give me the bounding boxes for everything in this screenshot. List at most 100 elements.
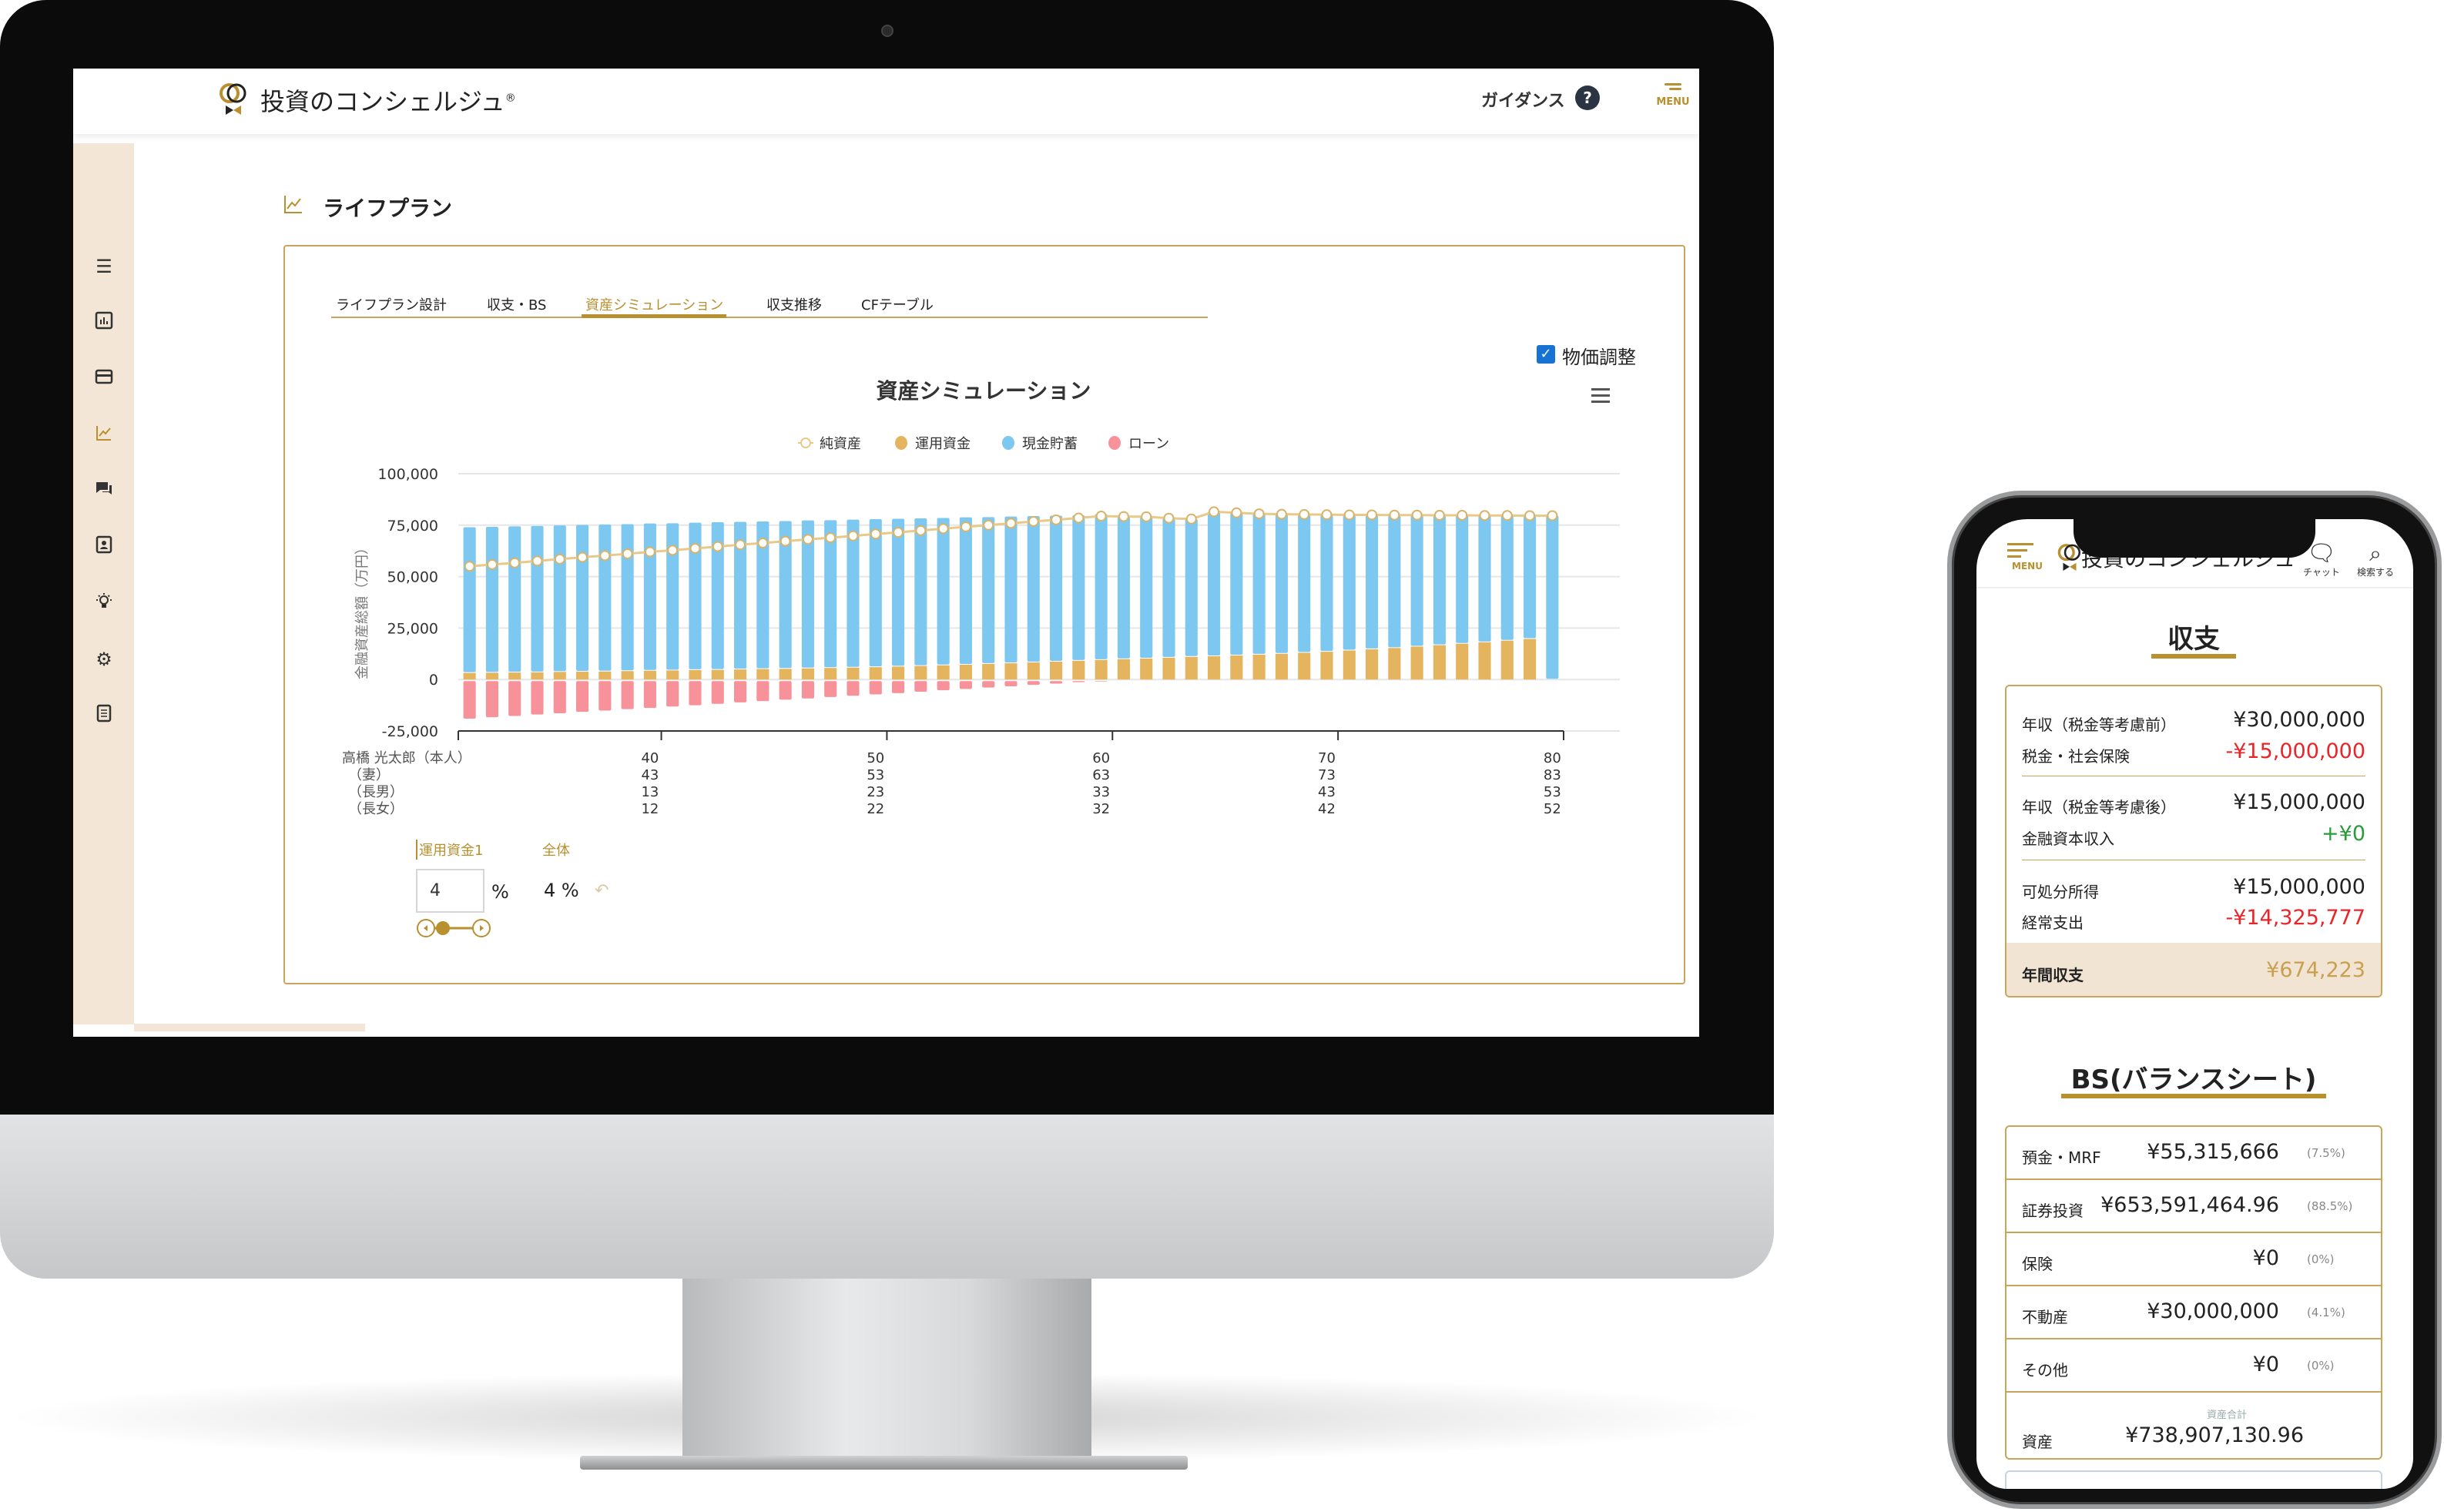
menu-icon-line [1665, 83, 1681, 85]
row-label: 税金・社会保険 [2022, 747, 2130, 766]
bar-unyo-shikin [1388, 648, 1401, 680]
gear-icon[interactable]: ⚙ [96, 649, 112, 670]
bar-genkin-chochiku [1185, 518, 1198, 656]
net-asset-point [531, 555, 543, 567]
x-tick-label: 73 [1318, 767, 1336, 783]
bar-genkin-chochiku [598, 524, 612, 671]
bar-unyo-shikin [1072, 660, 1085, 680]
net-asset-point [1073, 512, 1085, 524]
line-chart-icon[interactable] [92, 424, 116, 447]
row-value: ¥55,315,666 [2147, 1140, 2279, 1164]
net-asset-point [1163, 512, 1175, 524]
help-icon[interactable]: ? [1575, 85, 1600, 110]
age-row-label: 高橋 光太郎（本人） [342, 750, 471, 766]
row-value: ¥30,000,000 [2147, 1299, 2279, 1323]
bar-unyo-shikin [801, 668, 814, 680]
y-axis-title: 金融資産総額（万円） [354, 541, 370, 679]
bar-loan [959, 681, 972, 689]
net-asset-point [464, 561, 475, 572]
bs-row: 不動産 ¥30,000,000 (4.1%) [2006, 1286, 2381, 1339]
bar-genkin-chochiku [553, 525, 566, 672]
undo-icon[interactable]: ↶ [595, 881, 609, 900]
bar-genkin-chochiku [1162, 518, 1175, 657]
search-icon: ⌕ [2369, 541, 2382, 566]
net-asset-point [757, 538, 769, 549]
bar-unyo-shikin [1456, 643, 1469, 680]
credit-card-icon[interactable] [92, 367, 116, 391]
bar-unyo-shikin [1117, 659, 1130, 680]
row-value: -¥15,000,000 [2225, 739, 2365, 763]
bar-loan [621, 681, 634, 709]
net-asset-point [1185, 513, 1197, 525]
net-asset-point [802, 534, 813, 545]
total-label[interactable]: 全体 [542, 843, 570, 859]
bar-chart-icon[interactable] [92, 311, 116, 334]
income-table: 年収（税金等考慮前） ¥30,000,000 税金・社会保険 -¥15,000,00… [2005, 685, 2382, 997]
chat-icon[interactable] [92, 479, 116, 502]
axes: 100,000 75,000 50,000 25,000 0 -25,000 高橋 光太郎（… [342, 466, 1564, 817]
guidance-link[interactable]: ガイダンス [1481, 92, 1565, 111]
bs-table: 預金・MRF ¥55,315,666 (7.5%) 証券投資 ¥653,591,464… [2005, 1125, 2382, 1460]
net-asset-point [644, 546, 655, 558]
bar-unyo-shikin [914, 665, 927, 680]
bar-genkin-chochiku [666, 523, 679, 670]
lightbulb-icon[interactable] [92, 592, 116, 615]
line-chart-icon [284, 196, 302, 213]
menu-icon-line [2007, 549, 2027, 551]
horizontal-scrollbar[interactable] [134, 1024, 365, 1031]
net-asset-point [712, 541, 723, 552]
legend-label: 純資産 [820, 436, 861, 452]
bs-row: 預金・MRF ¥55,315,666 (7.5%) [2006, 1127, 2381, 1180]
bar-unyo-shikin [869, 667, 882, 680]
bar-loan [485, 681, 498, 718]
fund-label[interactable]: 運用資金1 [416, 840, 483, 860]
bar-genkin-chochiku [1050, 515, 1063, 661]
price-adjust-label[interactable]: 物価調整 [1562, 347, 1636, 368]
bar-loan [463, 681, 476, 719]
bar-genkin-chochiku [914, 518, 927, 665]
bar-genkin-chochiku [1320, 515, 1333, 652]
chat-button[interactable]: 🗨 チャット [2303, 542, 2340, 578]
bar-unyo-shikin [553, 672, 566, 680]
bar-genkin-chochiku [1546, 515, 1559, 679]
bar-genkin-chochiku [1252, 514, 1266, 654]
bar-genkin-chochiku [1208, 511, 1221, 656]
x-tick-label: 43 [641, 767, 659, 783]
logo-text[interactable]: 投資のコンシェルジュ® [260, 82, 516, 118]
bar-genkin-chochiku [643, 523, 656, 670]
rate-slider[interactable] [416, 917, 491, 940]
mobile-menu-button[interactable]: MENU [2007, 539, 2047, 572]
tab-income-trend[interactable]: 収支推移 [766, 297, 822, 313]
y-tick-label: -25,000 [382, 723, 438, 740]
tab-cf-table[interactable]: CFテーブル [861, 297, 934, 313]
legend-marker [1108, 436, 1121, 450]
document-icon[interactable] [92, 704, 116, 727]
bar-genkin-chochiku [1298, 514, 1311, 652]
bar-loan [1072, 681, 1085, 682]
bar-genkin-chochiku [937, 518, 950, 665]
bar-loan [734, 681, 747, 702]
net-asset-series [464, 506, 1558, 572]
slider-handle[interactable] [436, 921, 450, 935]
x-tick-label: 52 [1544, 801, 1561, 817]
chart-menu-icon[interactable] [1591, 388, 1610, 403]
net-asset-point [1479, 510, 1490, 521]
tab-income-bs[interactable]: 収支・BS [487, 297, 547, 313]
menu-button[interactable]: MENU [1654, 81, 1692, 119]
hamburger-icon[interactable]: ☰ [96, 256, 112, 277]
bar-unyo-shikin [1433, 645, 1446, 680]
contact-card-icon[interactable] [92, 535, 116, 558]
fund-rate-input[interactable] [416, 869, 484, 913]
tab-asset-simulation[interactable]: 資産シミュレーション [585, 297, 724, 313]
price-adjust-checkbox[interactable]: ✓ [1537, 345, 1555, 364]
bar-unyo-shikin [643, 670, 656, 680]
tab-lifeplan-design[interactable]: ライフプラン設計 [336, 297, 447, 313]
row-label: 資産 [2022, 1433, 2053, 1451]
phone-notch [2074, 515, 2315, 558]
net-asset-point [1028, 515, 1039, 527]
bar-unyo-shikin [1162, 657, 1175, 680]
bar-unyo-shikin [1208, 656, 1221, 680]
search-button[interactable]: ⌕ 検索する [2357, 542, 2394, 578]
row-percent: (7.5%) [2307, 1146, 2345, 1160]
total-rate: 4 % [544, 880, 579, 901]
